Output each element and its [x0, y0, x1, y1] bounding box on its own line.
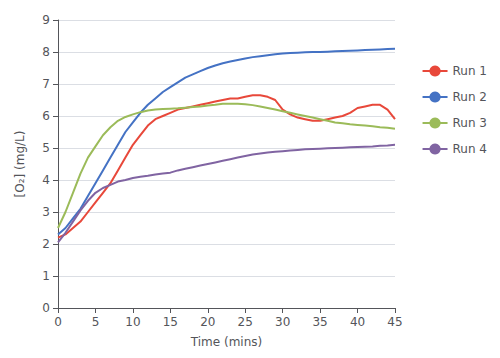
svg-text:2: 2: [42, 237, 50, 251]
svg-text:Time (mins): Time (mins): [190, 335, 262, 349]
svg-text:15: 15: [163, 315, 178, 329]
svg-text:25: 25: [238, 315, 253, 329]
svg-text:35: 35: [312, 315, 327, 329]
svg-text:6: 6: [42, 109, 50, 123]
svg-text:Run 3: Run 3: [453, 116, 487, 130]
svg-text:Run 4: Run 4: [453, 142, 487, 156]
svg-text:0: 0: [42, 301, 50, 315]
svg-text:8: 8: [42, 45, 50, 59]
svg-text:4: 4: [42, 173, 50, 187]
svg-text:10: 10: [125, 315, 140, 329]
svg-text:5: 5: [42, 141, 50, 155]
svg-text:40: 40: [350, 315, 365, 329]
svg-text:5: 5: [92, 315, 100, 329]
svg-text:20: 20: [200, 315, 215, 329]
svg-text:Run 1: Run 1: [453, 64, 487, 78]
svg-text:Run 2: Run 2: [453, 90, 487, 104]
svg-text:30: 30: [275, 315, 290, 329]
svg-text:45: 45: [387, 315, 402, 329]
svg-text:3: 3: [42, 205, 50, 219]
svg-text:0: 0: [54, 315, 62, 329]
svg-text:9: 9: [42, 13, 50, 27]
svg-text:7: 7: [42, 77, 50, 91]
svg-text:[O₂] (mg/L): [O₂] (mg/L): [13, 131, 27, 198]
svg-text:1: 1: [42, 269, 50, 283]
